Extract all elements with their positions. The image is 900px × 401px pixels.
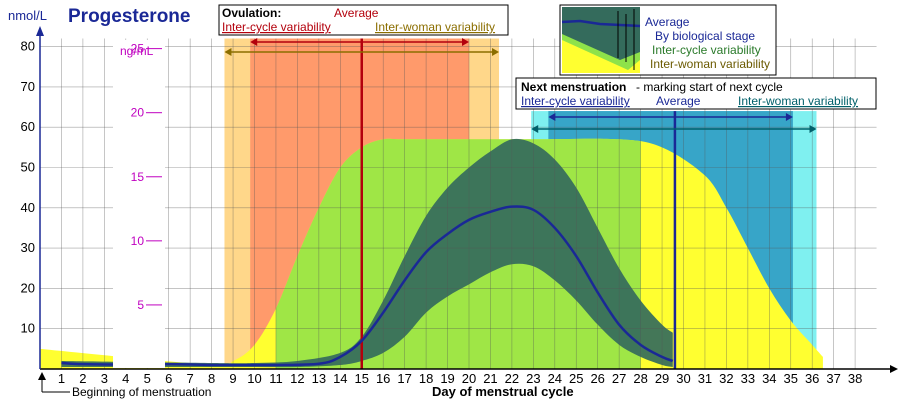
x-tick-label-17: 17 — [397, 371, 411, 386]
x-tick-label-30: 30 — [676, 371, 690, 386]
x-tick-label-12: 12 — [290, 371, 304, 386]
x-tick-label-34: 34 — [762, 371, 776, 386]
x-tick-label-18: 18 — [419, 371, 433, 386]
menstruation-inter-woman-arrow-head-left — [531, 125, 539, 133]
x-tick-label-11: 11 — [269, 371, 283, 386]
ovulation-inter-cycle-arrow-head-right — [462, 38, 469, 46]
ovulation-inter-woman-arrow-head-right — [492, 48, 500, 56]
axes — [36, 26, 898, 373]
y-tick-label-40: 40 — [21, 200, 35, 215]
x-tick-label-32: 32 — [719, 371, 733, 386]
menstruation-subheading: - marking start of next cycle — [636, 80, 783, 94]
ovulation-inter-woman-arrow-head-left — [224, 48, 232, 56]
legend-entry-average: Average — [645, 15, 690, 29]
beginning-annotation: Beginning of menstruation — [38, 372, 211, 399]
x-tick-label-4: 4 — [122, 371, 129, 386]
ng-tick-label-5: 5 — [137, 298, 144, 312]
y-tick-label-20: 20 — [21, 280, 35, 295]
ovulation-inter-woman-label: Inter-woman variability — [375, 20, 495, 34]
ovulation-box — [218, 4, 509, 36]
tick-labels: 1 2 3 4 5 6 7 8 9 10 11 12 13 14 15 16 17 18 19 20 21 22 23 24 2… — [21, 39, 863, 386]
ng-axis-panel — [113, 40, 165, 368]
ovulation-heading: Ovulation: — [222, 6, 281, 20]
ng-axis-ticks: 5 10 15 20 25 — [131, 42, 162, 312]
ng-axis-label: ng/mL — [120, 44, 154, 58]
menstruation-inter-woman-label: Inter-woman variability — [738, 94, 858, 108]
x-tick-label-19: 19 — [440, 371, 454, 386]
x-tick-label-6: 6 — [165, 371, 172, 386]
ng-tick-label-10: 10 — [131, 234, 145, 248]
y-tick-label-80: 80 — [21, 39, 35, 54]
x-tick-label-9: 9 — [229, 371, 236, 386]
x-tick-label-24: 24 — [548, 371, 562, 386]
ng-tick-label-25: 25 — [131, 42, 145, 56]
x-tick-label-10: 10 — [247, 371, 261, 386]
menstruation-box — [515, 77, 877, 110]
menstruation-inter-cycle-arrow-head-left — [548, 113, 556, 121]
y-axis-arrow — [36, 26, 44, 36]
x-tick-label-8: 8 — [208, 371, 215, 386]
x-tick-label-26: 26 — [590, 371, 604, 386]
menstruation-heading: Next menstruation — [521, 80, 626, 94]
x-tick-label-36: 36 — [805, 371, 819, 386]
ovulation-range-arrows — [224, 38, 500, 56]
x-tick-label-33: 33 — [741, 371, 755, 386]
y-axis-label: nmol/L — [8, 8, 47, 23]
menstruation-inter-woman-arrow-head-right — [809, 125, 817, 133]
x-tick-label-38: 38 — [848, 371, 862, 386]
y-tick-label-70: 70 — [21, 79, 35, 94]
x-tick-label-23: 23 — [526, 371, 540, 386]
x-tick-label-27: 27 — [612, 371, 626, 386]
x-tick-label-25: 25 — [569, 371, 583, 386]
x-tick-label-13: 13 — [312, 371, 326, 386]
x-tick-label-2: 2 — [79, 371, 86, 386]
x-tick-label-35: 35 — [784, 371, 798, 386]
x-axis-arrow — [890, 365, 898, 373]
y-tick-label-50: 50 — [21, 160, 35, 175]
x-tick-label-5: 5 — [144, 371, 151, 386]
legend-entry-stage: By biological stage — [655, 29, 755, 43]
x-axis-label: Day of menstrual cycle — [432, 384, 574, 399]
legend-entry-inter-cycle: Inter-cycle variability — [652, 43, 761, 57]
legend: Average By biological stage Inter-cycle … — [559, 4, 777, 76]
x-tick-label-3: 3 — [101, 371, 108, 386]
menstruation-annotation: Next menstruation - marking start of nex… — [515, 77, 877, 133]
x-tick-label-20: 20 — [462, 371, 476, 386]
average-line — [61, 205, 674, 367]
legend-average-line — [561, 19, 641, 28]
x-tick-label-31: 31 — [698, 371, 712, 386]
ovulation-annotation: Ovulation: Average Inter-cycle variabili… — [218, 4, 509, 56]
y-tick-label-10: 10 — [21, 321, 35, 336]
beginning-arrow-head — [38, 372, 46, 380]
x-tick-label-7: 7 — [187, 371, 194, 386]
ovulation-inter-cycle-arrow-head-left — [250, 38, 258, 46]
x-tick-label-29: 29 — [655, 371, 669, 386]
x-tick-label-37: 37 — [826, 371, 840, 386]
y-tick-label-60: 60 — [21, 119, 35, 134]
menstruation-inter-cycle-label: Inter-cycle variability — [521, 94, 630, 108]
series-areas — [40, 138, 823, 369]
inter-cycle-area — [61, 138, 673, 368]
x-tick-label-22: 22 — [505, 371, 519, 386]
menstruation-inter-cycle-arrow-head-right — [785, 113, 793, 121]
y-tick-label-30: 30 — [21, 240, 35, 255]
chart-title: Progesterone — [68, 6, 190, 27]
x-tick-label-28: 28 — [633, 371, 647, 386]
legend-entry-inter-woman: Inter-woman variability — [650, 57, 770, 71]
beginning-label: Beginning of menstruation — [72, 385, 211, 399]
x-tick-label-1: 1 — [58, 371, 65, 386]
x-tick-label-16: 16 — [376, 371, 390, 386]
ovulation-average-label: Average — [334, 6, 379, 20]
grid — [40, 38, 877, 369]
series-lines — [61, 38, 677, 369]
x-tick-label-21: 21 — [483, 371, 497, 386]
ng-tick-label-15: 15 — [131, 170, 145, 184]
x-tick-label-14: 14 — [333, 371, 347, 386]
x-tick-label-15: 15 — [355, 371, 369, 386]
ovulation-inter-cycle-label: Inter-cycle variability — [222, 20, 331, 34]
ng-tick-label-20: 20 — [131, 106, 145, 120]
menstruation-average-label: Average — [656, 94, 701, 108]
menstruation-range-arrows — [531, 113, 817, 133]
